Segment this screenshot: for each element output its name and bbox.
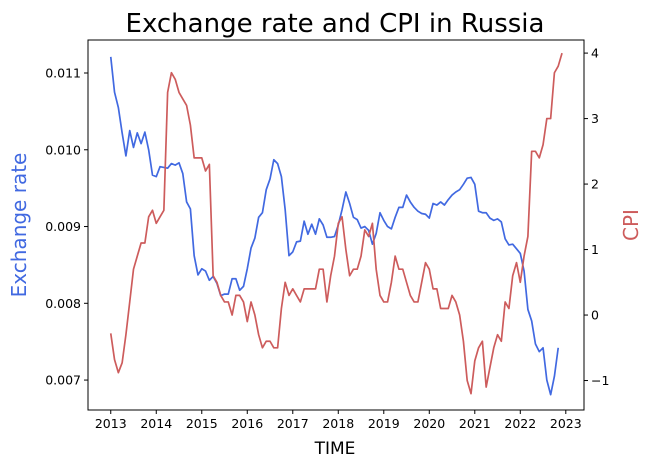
y-axis-left-label: Exchange rate [7, 153, 31, 298]
x-tick-label: 2020 [413, 416, 445, 431]
x-tick-label: 2021 [459, 416, 491, 431]
y-right-tick-label: 1 [591, 242, 599, 257]
y-right-tick-label: 4 [591, 46, 599, 61]
cpi-line [109, 52, 563, 395]
y-left-tick-label: 0.008 [45, 296, 81, 311]
x-tick-label: 2017 [277, 416, 309, 431]
x-tick-label: 2013 [95, 416, 127, 431]
x-tick-label: 2022 [504, 416, 536, 431]
x-tick-label: 2019 [368, 416, 400, 431]
y-left-tick-label: 0.007 [45, 373, 81, 388]
y-axis-right-label: CPI [619, 209, 643, 241]
x-tick-label: 2014 [140, 416, 172, 431]
x-tick-label: 2015 [186, 416, 218, 431]
y-right-tick-label: 0 [591, 308, 599, 323]
plot-area [109, 52, 563, 396]
chart-title: Exchange rate and CPI in Russia [126, 9, 545, 39]
plot-frame [87, 39, 585, 411]
x-tick-label: 2016 [231, 416, 263, 431]
y-right-tick-label: 2 [591, 177, 599, 192]
y-left-tick-label: 0.010 [45, 142, 81, 157]
y-axis-right: −1 0 1 2 3 4 [584, 46, 609, 388]
y-right-tick-label: −1 [591, 373, 609, 388]
x-tick-label: 2023 [550, 416, 582, 431]
y-left-tick-label: 0.011 [45, 66, 81, 81]
y-axis-left: 0.007 0.008 0.009 0.010 0.011 [45, 66, 88, 388]
x-axis: 2013 2014 2015 2016 2017 2018 2019 2020 2021 2022… [95, 410, 582, 431]
exchange-rate-line [109, 56, 560, 396]
y-left-tick-label: 0.009 [45, 219, 81, 234]
x-axis-label: TIME [314, 439, 356, 459]
y-right-tick-label: 3 [591, 111, 599, 126]
x-tick-label: 2018 [322, 416, 354, 431]
